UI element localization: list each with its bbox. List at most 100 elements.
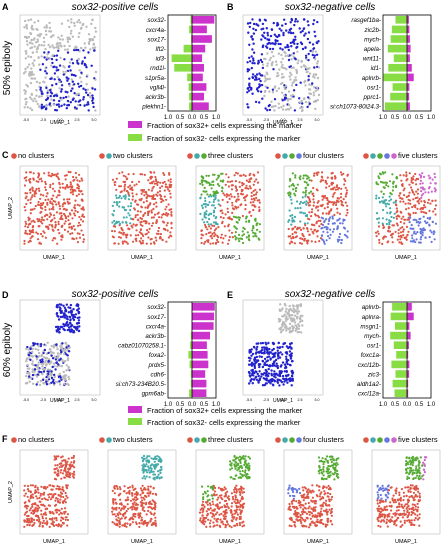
cluster-point — [159, 457, 162, 460]
umap-point — [287, 90, 291, 93]
cluster-point — [43, 491, 46, 494]
cluster-point — [207, 223, 210, 226]
cluster-point — [321, 472, 324, 475]
umap-point — [293, 321, 297, 324]
cluster-point — [222, 523, 225, 526]
cluster-point — [113, 230, 116, 233]
umap-point — [273, 109, 276, 112]
cluster-point — [55, 203, 58, 206]
cluster-point — [252, 194, 256, 197]
cluster-point — [314, 213, 317, 216]
cluster-point — [59, 186, 62, 189]
umap-point — [29, 32, 33, 36]
cluster-point — [149, 202, 152, 205]
umap-point — [40, 362, 43, 366]
umap-point — [94, 26, 97, 30]
umap-point — [308, 102, 312, 105]
umap-point — [283, 322, 286, 325]
cluster-point — [238, 508, 241, 511]
cluster-point — [205, 181, 208, 184]
cluster-point — [62, 464, 65, 467]
cluster-point — [200, 241, 203, 245]
cluster-point — [77, 221, 81, 224]
cluster-point — [428, 185, 431, 189]
cluster-point — [240, 188, 243, 191]
cluster-point — [152, 203, 156, 206]
bar-neg — [190, 379, 192, 388]
cluster-point — [128, 214, 131, 217]
umap-point — [276, 39, 279, 43]
umap-point — [264, 85, 267, 88]
cluster-point — [399, 220, 402, 224]
cluster-point — [399, 235, 402, 238]
umap-point — [38, 43, 41, 47]
umap-point — [280, 106, 283, 109]
umap-point — [63, 48, 67, 51]
cluster-point — [236, 192, 240, 195]
cluster-point — [400, 179, 403, 182]
cluster-point — [312, 204, 315, 207]
umap-point — [49, 91, 53, 94]
cluster-point — [339, 171, 343, 174]
cluster-point — [204, 223, 207, 226]
umap-point — [82, 49, 85, 52]
cluster-point — [240, 489, 243, 492]
umap-point — [55, 343, 58, 346]
cluster-point — [115, 188, 118, 191]
cluster-point — [58, 207, 62, 210]
cluster-point — [331, 523, 334, 526]
cluster-point — [316, 235, 319, 238]
cluster-point — [293, 242, 296, 245]
cluster-point — [40, 218, 44, 221]
umap-point — [290, 374, 294, 378]
cluster-point — [419, 176, 422, 179]
cluster-point — [140, 192, 143, 195]
cluster-point — [201, 183, 204, 186]
panel-a-title: sox32-positive cells — [72, 2, 159, 13]
cluster-point — [289, 193, 292, 196]
cluster-point — [313, 224, 316, 227]
umap-point — [264, 363, 267, 367]
umap-point — [303, 34, 306, 37]
umap-point — [278, 346, 282, 349]
cluster-point — [75, 237, 78, 240]
cluster-point — [379, 180, 382, 183]
cluster-point — [149, 511, 152, 514]
umap-point — [39, 33, 43, 36]
cluster-point — [217, 174, 220, 177]
umap-point — [25, 347, 28, 351]
cluster-point — [41, 525, 44, 528]
umap-point — [278, 27, 281, 30]
umap-point — [285, 375, 288, 378]
cluster-point — [31, 235, 34, 238]
cluster-point — [421, 231, 424, 234]
umap-point — [62, 96, 65, 100]
umap-point — [59, 352, 62, 356]
cluster-point — [35, 231, 38, 234]
cluster-point — [298, 491, 302, 495]
umap-point — [83, 62, 87, 66]
cluster-point — [131, 494, 134, 497]
cluster-point — [310, 215, 313, 218]
cluster-point — [55, 517, 58, 520]
umap-point — [76, 48, 80, 52]
cluster-point — [143, 522, 146, 525]
umap-point — [61, 360, 64, 363]
cluster-point — [154, 519, 157, 523]
cluster-point — [247, 235, 250, 238]
cluster-label: four clusters — [303, 151, 344, 160]
cluster-point — [26, 523, 29, 527]
umap-point — [59, 325, 62, 329]
cluster-dot-icon — [187, 437, 193, 443]
panel-letter-c: C — [2, 150, 9, 160]
cluster-point — [230, 462, 233, 465]
cluster-point — [324, 523, 327, 526]
cluster-point — [199, 519, 202, 522]
gene-label: si:ch73-234B20.5- — [116, 381, 166, 388]
bar-tick-label: 0.5 — [200, 115, 209, 121]
cluster-point — [246, 231, 249, 234]
cluster-point — [386, 211, 389, 214]
umap-point — [290, 313, 293, 317]
cluster-point — [252, 227, 255, 230]
umap-point — [48, 57, 51, 60]
